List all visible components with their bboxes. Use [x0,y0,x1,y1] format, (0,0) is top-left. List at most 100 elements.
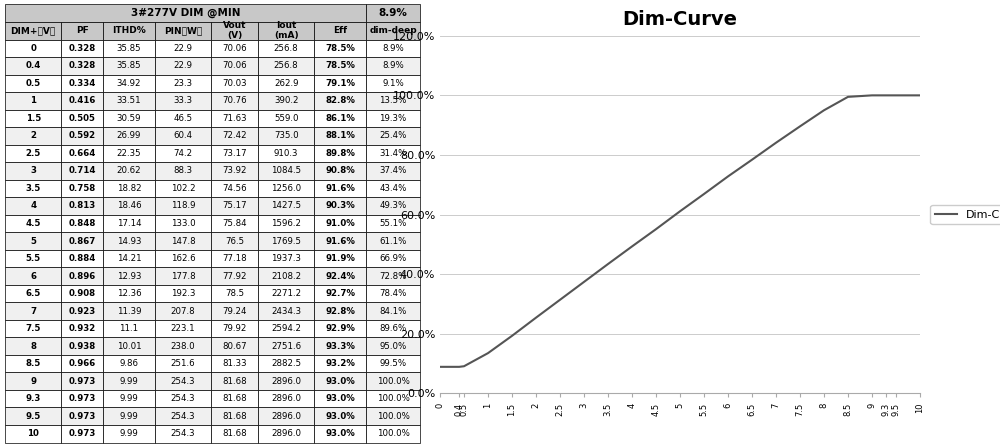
Text: 133.0: 133.0 [171,219,195,228]
Text: 17.14: 17.14 [117,219,141,228]
FancyBboxPatch shape [366,57,420,75]
FancyBboxPatch shape [5,267,61,285]
Text: 91.9%: 91.9% [325,254,355,263]
Dim-Curve [506,333,518,338]
Text: 14.93: 14.93 [117,236,141,245]
FancyBboxPatch shape [61,302,103,320]
FancyBboxPatch shape [155,110,211,127]
FancyBboxPatch shape [314,250,366,267]
Dim-Curve [698,191,710,197]
Text: 22.35: 22.35 [117,149,141,158]
Text: 100.0%: 100.0% [377,412,409,421]
FancyBboxPatch shape [314,197,366,215]
Text: 9.1%: 9.1% [382,79,404,88]
Text: 2434.3: 2434.3 [271,307,301,316]
FancyBboxPatch shape [366,197,420,215]
FancyBboxPatch shape [314,39,366,57]
FancyBboxPatch shape [211,337,258,355]
FancyBboxPatch shape [211,285,258,302]
Text: 93.0%: 93.0% [325,377,355,386]
FancyBboxPatch shape [211,267,258,285]
Text: 70.03: 70.03 [222,79,247,88]
FancyBboxPatch shape [211,110,258,127]
Text: 9.99: 9.99 [120,429,138,438]
FancyBboxPatch shape [5,162,61,180]
Text: 30.59: 30.59 [117,114,141,123]
Text: 93.0%: 93.0% [325,394,355,403]
FancyBboxPatch shape [61,57,103,75]
FancyBboxPatch shape [211,197,258,215]
Text: 207.8: 207.8 [171,307,195,316]
FancyBboxPatch shape [211,320,258,337]
Text: 73.17: 73.17 [222,149,247,158]
Text: 0.848: 0.848 [69,219,96,228]
FancyBboxPatch shape [5,145,61,162]
FancyBboxPatch shape [61,22,103,39]
Text: 93.3%: 93.3% [325,342,355,350]
FancyBboxPatch shape [314,232,366,250]
Dim-Curve [770,140,782,145]
Dim-Curve [602,261,614,267]
FancyBboxPatch shape [366,127,420,145]
Text: 256.8: 256.8 [274,61,298,70]
Text: 18.46: 18.46 [117,202,141,211]
Text: 0.884: 0.884 [69,254,96,263]
Text: 254.3: 254.3 [171,377,195,386]
Text: 0.973: 0.973 [69,394,96,403]
FancyBboxPatch shape [211,127,258,145]
FancyBboxPatch shape [155,127,211,145]
FancyBboxPatch shape [258,22,314,39]
FancyBboxPatch shape [5,197,61,215]
FancyBboxPatch shape [103,180,155,197]
Title: Dim-Curve: Dim-Curve [622,10,738,29]
Text: 12.36: 12.36 [117,289,141,298]
Text: 31.4%: 31.4% [379,149,407,158]
Text: 1084.5: 1084.5 [271,166,301,175]
Text: 3#277V DIM @MIN: 3#277V DIM @MIN [131,8,240,18]
Text: 0.505: 0.505 [69,114,96,123]
Text: 2108.2: 2108.2 [271,272,301,281]
Text: 91.6%: 91.6% [325,236,355,245]
Text: 9.99: 9.99 [120,394,138,403]
Text: 256.8: 256.8 [274,44,298,53]
FancyBboxPatch shape [61,285,103,302]
Dim-Curve [842,94,854,100]
Text: 1937.3: 1937.3 [271,254,301,263]
FancyBboxPatch shape [366,320,420,337]
FancyBboxPatch shape [61,215,103,232]
FancyBboxPatch shape [103,408,155,425]
FancyBboxPatch shape [211,180,258,197]
Text: 262.9: 262.9 [274,79,298,88]
Text: 9.3: 9.3 [26,394,41,403]
FancyBboxPatch shape [155,39,211,57]
Text: 75.17: 75.17 [222,202,247,211]
Text: 6: 6 [30,272,36,281]
Text: 0.664: 0.664 [69,149,96,158]
Text: 1769.5: 1769.5 [271,236,301,245]
Text: 4: 4 [30,202,36,211]
Text: 77.92: 77.92 [222,272,247,281]
FancyBboxPatch shape [211,22,258,39]
Text: 93.0%: 93.0% [325,429,355,438]
Text: 100.0%: 100.0% [377,394,409,403]
Text: 92.4%: 92.4% [325,272,355,281]
Text: Eff: Eff [333,26,347,35]
Text: 72.8%: 72.8% [379,272,407,281]
Text: 2: 2 [30,131,36,140]
FancyBboxPatch shape [155,57,211,75]
FancyBboxPatch shape [5,92,61,110]
FancyBboxPatch shape [155,197,211,215]
FancyBboxPatch shape [366,180,420,197]
FancyBboxPatch shape [366,215,420,232]
FancyBboxPatch shape [366,250,420,267]
FancyBboxPatch shape [366,92,420,110]
FancyBboxPatch shape [61,110,103,127]
Text: 0.896: 0.896 [69,272,96,281]
Text: 0.4: 0.4 [26,61,41,70]
Text: 70.06: 70.06 [222,44,247,53]
Text: 26.99: 26.99 [117,131,141,140]
FancyBboxPatch shape [155,390,211,408]
FancyBboxPatch shape [314,302,366,320]
FancyBboxPatch shape [5,22,61,39]
FancyBboxPatch shape [258,215,314,232]
